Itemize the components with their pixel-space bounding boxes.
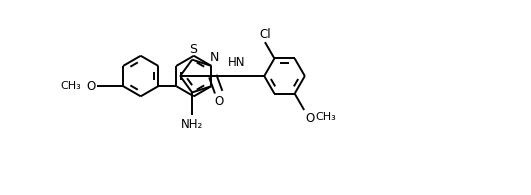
Text: O: O <box>214 95 223 108</box>
Text: S: S <box>189 43 197 56</box>
Text: NH₂: NH₂ <box>181 118 203 131</box>
Text: O: O <box>305 112 314 125</box>
Text: CH₃: CH₃ <box>61 81 81 91</box>
Text: HN: HN <box>228 56 245 69</box>
Text: N: N <box>209 51 219 64</box>
Text: O: O <box>86 80 96 93</box>
Text: CH₃: CH₃ <box>315 112 336 121</box>
Text: Cl: Cl <box>259 27 271 41</box>
